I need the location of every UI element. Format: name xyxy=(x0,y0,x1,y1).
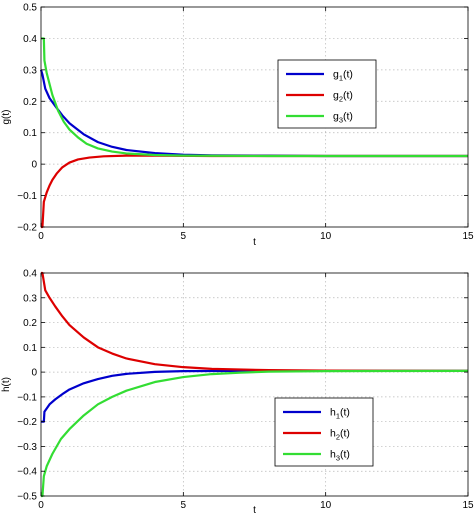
x-tick-label: 10 xyxy=(320,231,332,242)
x-tick-label: 15 xyxy=(462,500,474,511)
y-tick-label: −0.2 xyxy=(17,417,37,428)
axes-frame xyxy=(40,6,469,228)
y-tick-label: −0.1 xyxy=(17,191,37,202)
y-tick-label: −0.5 xyxy=(17,492,37,503)
x-tick-label: 5 xyxy=(181,231,187,242)
y-tick-label: −0.3 xyxy=(17,442,37,453)
y-tick-label: 0 xyxy=(31,160,37,171)
y-tick-label: −0.4 xyxy=(17,467,37,478)
legend-label-subscript: 2 xyxy=(339,95,343,104)
plot-g: 0 5 10 15−0.2−0.100.10.20.30.40.5tg(t)g1(t)… xyxy=(1,3,474,249)
legend-label-main: g xyxy=(333,69,339,81)
series-line-g3 xyxy=(41,37,468,158)
series-line-h3 xyxy=(41,369,469,498)
legend-label-subscript: 3 xyxy=(336,454,340,463)
legend-label-subscript: 1 xyxy=(336,412,340,421)
legend-label-g1: g1(t) xyxy=(333,69,353,83)
y-axis-label: h(t) xyxy=(1,377,12,392)
legend-label-subscript: 2 xyxy=(336,433,340,442)
x-tick-label: 10 xyxy=(320,500,332,511)
plot-area xyxy=(41,273,468,496)
legend-label-main: h xyxy=(330,449,336,461)
legend-label-tail: (t) xyxy=(340,407,350,419)
y-tick-label: −0.2 xyxy=(17,223,37,234)
y-axis-label: g(t) xyxy=(1,110,12,125)
x-tick-label: 15 xyxy=(462,231,474,242)
plot-h: 0 5 10 15 −0.5 −0.4 −0.3 −0.2 −0.1 0 0.1 0.2 0.3 0.4 t… xyxy=(1,269,474,517)
x-axis-label: t xyxy=(253,237,256,248)
legend-label-tail: (t) xyxy=(343,111,353,123)
y-tick-label: 0.3 xyxy=(23,293,37,304)
y-tick-label: 0.2 xyxy=(23,97,37,108)
legend-label-g3: g3(t) xyxy=(333,111,353,125)
legend-label-tail: (t) xyxy=(343,90,353,102)
y-tick-label: 0.4 xyxy=(23,34,37,45)
y-tick-label: 0.5 xyxy=(23,3,37,14)
legend-label-tail: (t) xyxy=(343,69,353,81)
series-line-h1 xyxy=(41,369,468,423)
x-axis-label: t xyxy=(253,505,256,516)
plot-area xyxy=(41,7,468,227)
x-tick-label: 0 xyxy=(38,500,44,511)
legend-label-main: h xyxy=(330,407,336,419)
legend-label-tail: (t) xyxy=(340,428,350,440)
legend-label-h2: h2(t) xyxy=(330,428,350,442)
x-tick-label: 0 xyxy=(38,231,44,242)
axes-frame xyxy=(40,272,469,497)
y-tick-label: 0.3 xyxy=(23,65,37,76)
legend: h1(t)h2(t)h3(t) xyxy=(274,397,374,467)
legend-label-subscript: 3 xyxy=(339,116,343,125)
legend-label-main: g xyxy=(333,111,339,123)
y-tick-label: 0 xyxy=(31,368,37,379)
y-tick-label: −0.1 xyxy=(17,392,37,403)
y-tick-label: 0.1 xyxy=(23,128,37,139)
legend-label-h3: h3(t) xyxy=(330,449,350,463)
legend-label-main: h xyxy=(330,428,336,440)
legend-label-main: g xyxy=(333,90,339,102)
legend-label-subscript: 1 xyxy=(339,74,343,83)
y-tick-label: 0.4 xyxy=(23,269,37,280)
legend-label-h1: h1(t) xyxy=(330,407,350,421)
legend: g1(t)g2(t)g3(t) xyxy=(277,59,377,129)
series-line-h2 xyxy=(41,271,469,372)
legend-label-tail: (t) xyxy=(340,449,350,461)
legend-label-g2: g2(t) xyxy=(333,90,353,104)
y-tick-label: 0.1 xyxy=(23,343,37,354)
x-tick-label: 5 xyxy=(181,500,187,511)
y-tick-label: 0.2 xyxy=(23,318,37,329)
